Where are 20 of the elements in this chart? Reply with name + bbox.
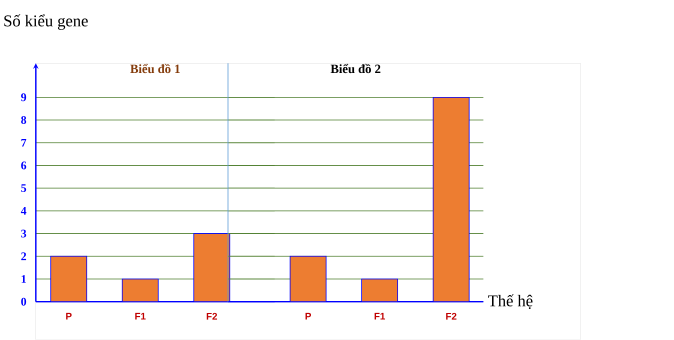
y-tick-label: 3 [21,230,26,238]
y-tick-label: 9 [21,94,26,102]
x-axis-title: Thế hệ [488,294,532,310]
x-tick-label: P [66,312,72,320]
y-axis-title: Số kiểu gene [4,14,88,30]
x-tick-label: F1 [135,312,146,320]
x-tick-label: F2 [206,312,218,320]
y-tick-label: 8 [21,116,26,124]
y-tick-label: 4 [20,207,26,215]
chart-title: Biểu đồ 2 [330,64,380,74]
y-tick-label: 2 [21,252,26,260]
x-tick-label: F2 [446,312,456,320]
x-tick-label: P [306,312,312,320]
y-tick-label: 6 [21,162,26,170]
y-tick-label: 0 [21,298,26,306]
y-tick-label: 7 [21,139,26,147]
y-tick-label: 1 [22,275,26,283]
x-tick-label: F1 [374,312,386,320]
y-tick-label: 5 [21,184,26,192]
chart-title: Biểu đồ 1 [130,64,180,74]
